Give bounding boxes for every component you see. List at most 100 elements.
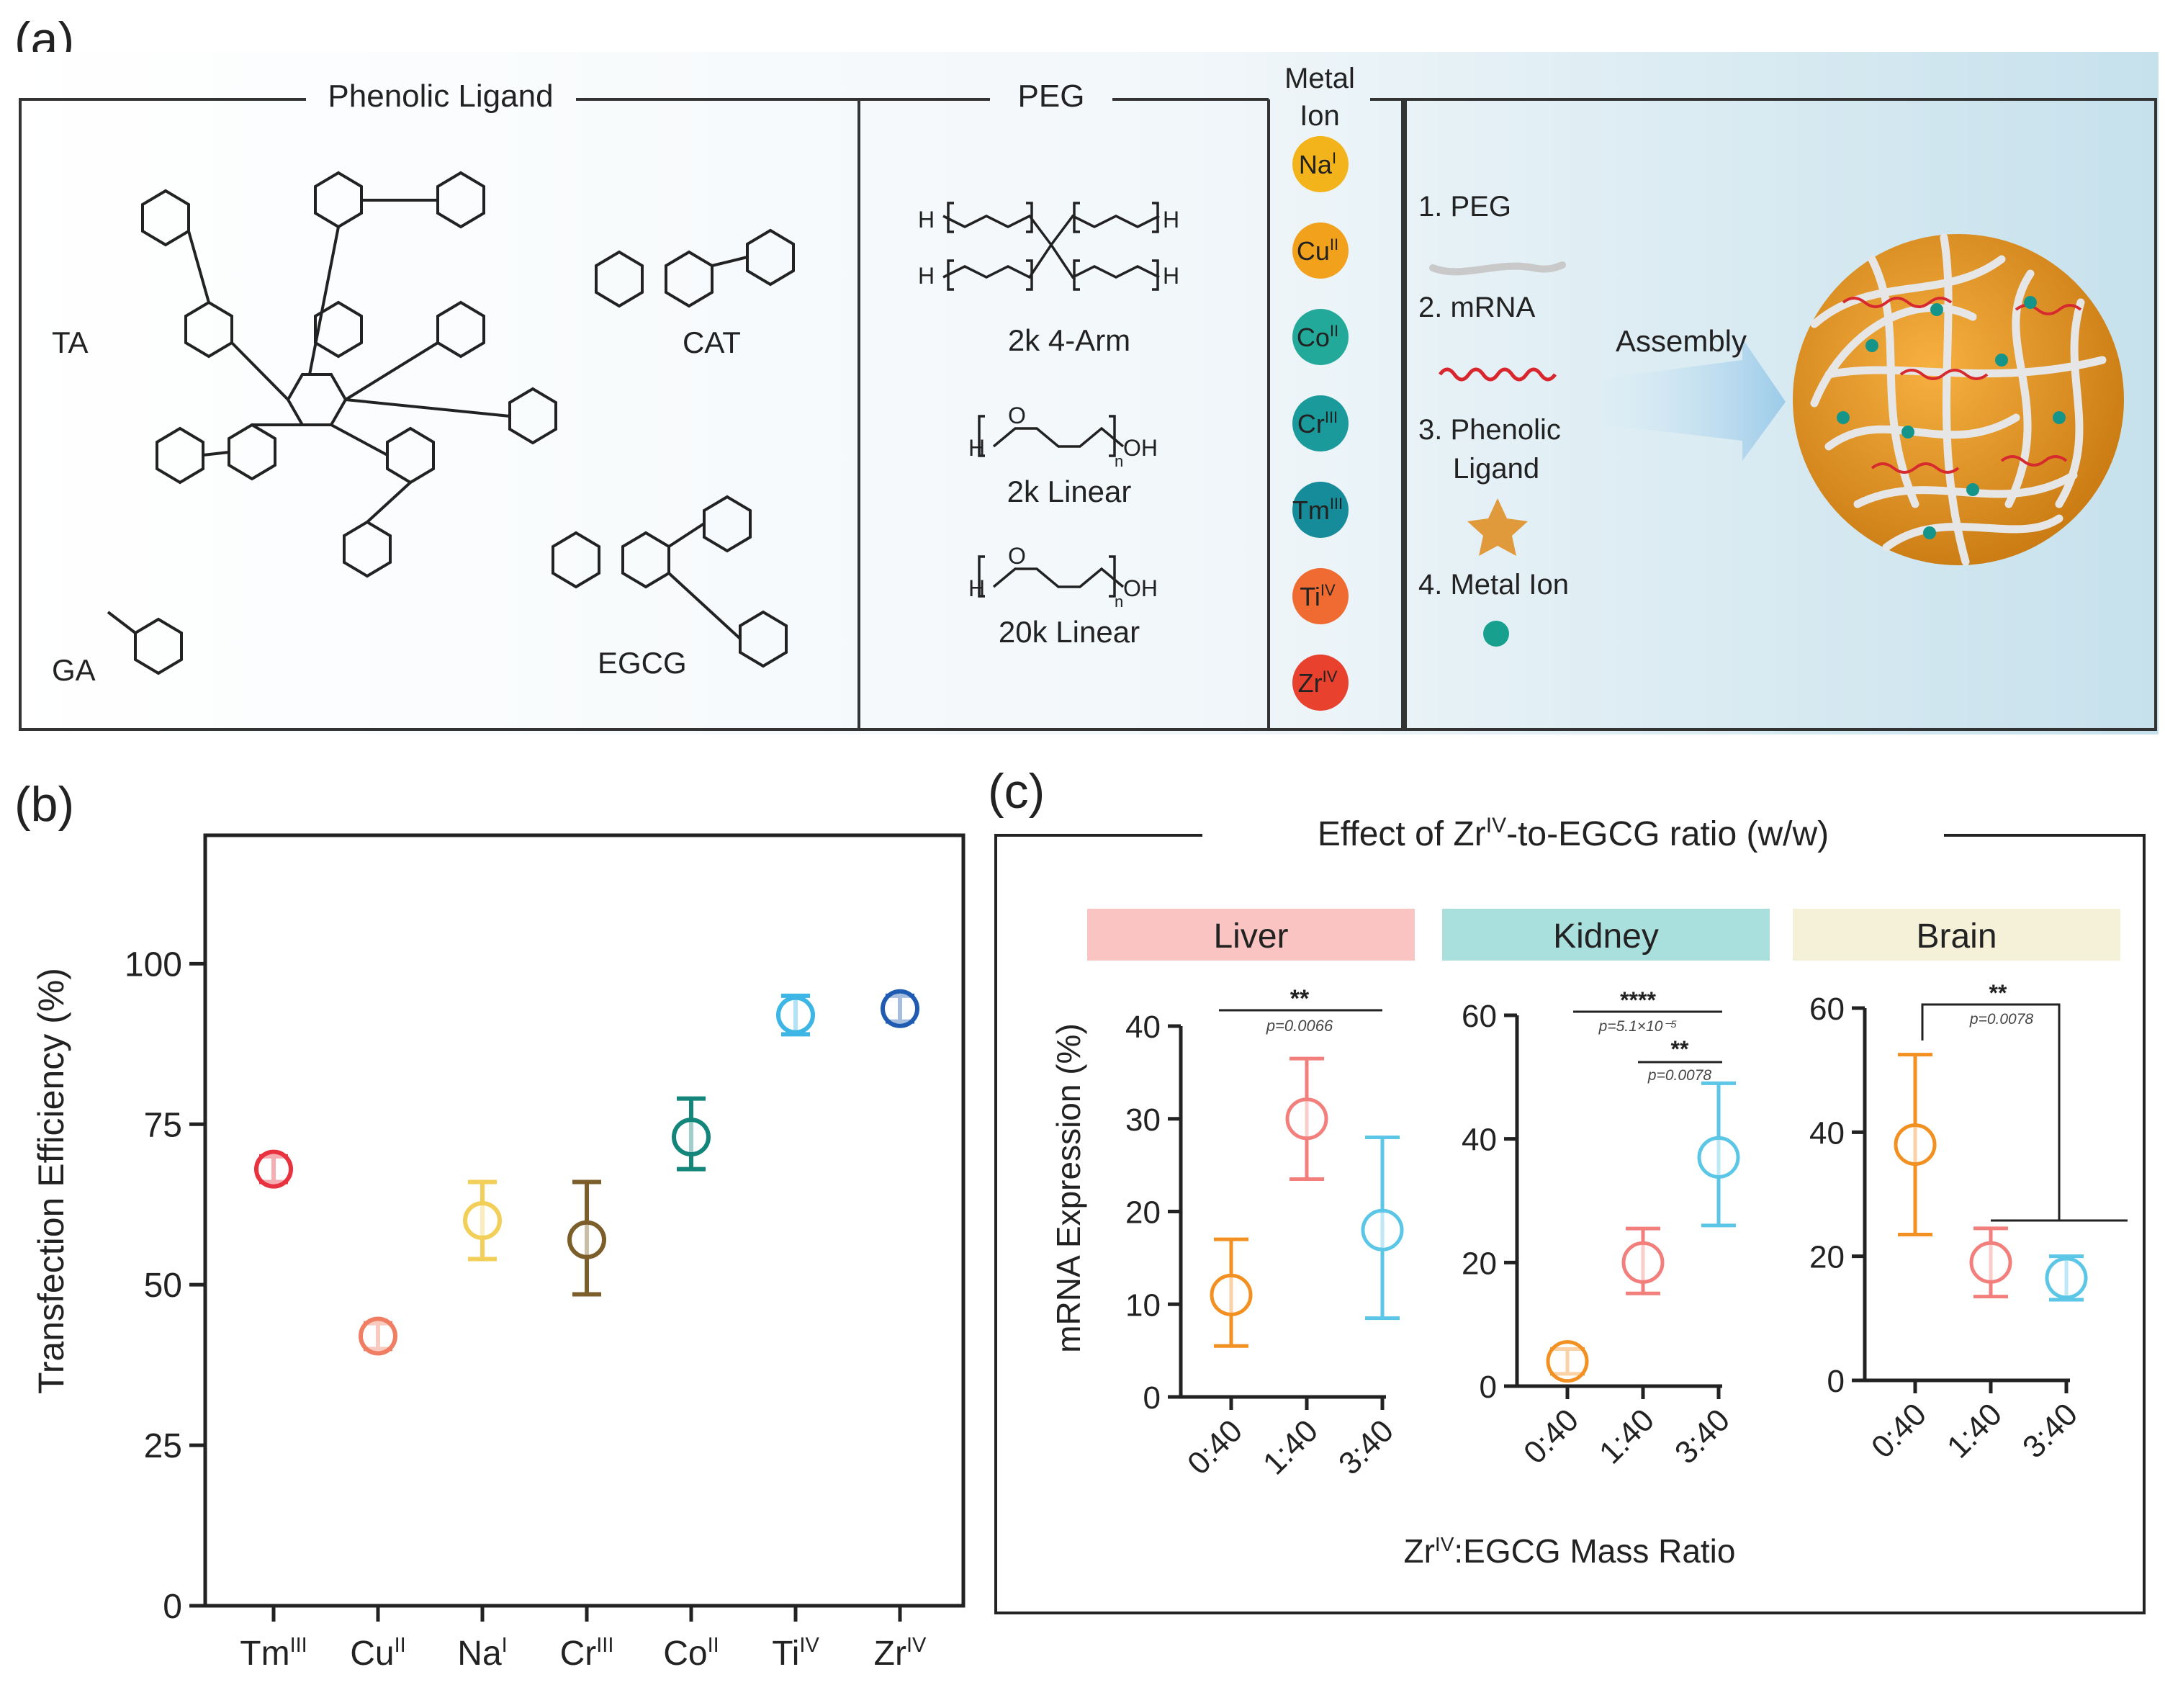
h-label: H [968, 575, 985, 601]
chart-c-ylabel: mRNA Expression (%) [1050, 1023, 1087, 1353]
chart-c-xlabel-pre: Zr [1404, 1532, 1435, 1570]
metal-ion-na-label: NaI [1299, 149, 1336, 179]
peg-chain [1824, 413, 2020, 451]
metal-ion-cu-label-ox: II [1330, 235, 1338, 253]
y-tick-label: 40 [1125, 1010, 1161, 1045]
metal-ion-co-label-ox: II [1330, 322, 1338, 340]
h-label: H [1163, 207, 1179, 233]
ring [156, 426, 204, 485]
chart-b: Transfection Efficiency (%) 0 25 50 75 100 Tm… [31, 833, 966, 1673]
peg-20k-linear: 20k Linear [999, 615, 1140, 649]
bond [107, 611, 137, 634]
chart-c: Effect of ZrIV-to-EGCG ratio (w/w) mRNA … [994, 814, 2146, 1614]
peg-chain [1810, 303, 1977, 408]
y-tick-label: 60 [1462, 999, 1497, 1034]
x-tick-label: 1:40 [1593, 1402, 1661, 1470]
facet-brain-point-0-marker [1894, 1123, 1937, 1167]
x-tick-label: 0:40 [1865, 1396, 1933, 1465]
metal-ion-cu-icon [1292, 223, 1349, 279]
point-na-marker [463, 1201, 502, 1240]
x-tick-label-ti: TiIV [772, 1634, 819, 1673]
metal-ion-na-icon [1292, 136, 1349, 192]
bond [202, 451, 230, 457]
ring [228, 423, 276, 481]
facet-brain: Brain 0 20 40 60 0:40 1:40 3:40 ** p=0.0078 [1793, 909, 2128, 1465]
star-icon [1467, 498, 1528, 556]
n-label: n [1115, 452, 1123, 470]
bond [711, 256, 748, 267]
x-tick-label-cr: CrIII [560, 1634, 614, 1673]
significance-stars: **** [1620, 987, 1656, 1013]
assembly-label: Assembly [1616, 324, 1747, 358]
peg-chain [2055, 298, 2085, 508]
ring [141, 189, 190, 247]
significance-stars: ** [1290, 985, 1310, 1012]
panel-a: Phenolic Ligand PEG Metal Ion [0, 52, 2159, 734]
peg-formula-labels: H H H H H OH H OH O O n n [918, 207, 1179, 611]
ring [552, 531, 600, 589]
h-label: H [1163, 263, 1179, 289]
facet-liver-point-0-marker [1210, 1273, 1253, 1316]
peg-chain [1940, 233, 1970, 566]
ring [343, 520, 392, 578]
y-tick-label: 60 [1809, 992, 1845, 1027]
oh-label: OH [1123, 435, 1158, 461]
x-tick-label: 3:40 [1332, 1413, 1400, 1481]
metal-ion-zr-label-symbol: Zr [1298, 668, 1323, 698]
ligand-ta: TA [52, 325, 89, 359]
metal-ion-cu-label-symbol: Cu [1297, 236, 1330, 266]
x-tick-label-zr-ox: IV [906, 1634, 927, 1657]
chart-c-xlabel: ZrIV:EGCG Mass Ratio [1404, 1532, 1736, 1570]
significance-p: p=5.1×10⁻⁵ [1598, 1018, 1678, 1035]
ligand-ga: GA [52, 653, 96, 687]
o-label: O [1008, 403, 1026, 428]
bond [187, 230, 210, 303]
bracket [978, 555, 1116, 598]
x-tick-label: 3:40 [1668, 1402, 1737, 1470]
y-tick-label: 0 [1480, 1370, 1497, 1405]
facet-brain-point-1-marker [1969, 1241, 2012, 1284]
bracket [947, 202, 1033, 233]
significance-p: p=0.0078 [1969, 1011, 2033, 1028]
ligand-egcg: EGCG [598, 646, 687, 680]
metal-ion-zr-label-ox: IV [1323, 668, 1338, 686]
x-tick-label-zr-symbol: Zr [874, 1635, 906, 1673]
component-ligand: Ligand [1453, 453, 1539, 485]
peg-chain [1882, 514, 2063, 552]
title-metal: Metal [1284, 63, 1355, 94]
y-tick-label: 20 [1809, 1240, 1845, 1275]
facet-liver-header [1087, 909, 1415, 961]
chart-c-title-pre: Effect of Zr [1318, 815, 1486, 853]
mrna-chain [1899, 369, 1989, 380]
x-tick-label-co: CoII [663, 1634, 719, 1673]
nanoparticle-core [1793, 234, 2124, 565]
metal-dot [2024, 296, 2037, 309]
x-tick-label-na: NaI [457, 1634, 507, 1673]
y-tick-label: 0 [1143, 1380, 1161, 1416]
chart-b-ylabel: Transfection Efficiency (%) [31, 968, 71, 1394]
metal-ion-cr-icon [1292, 395, 1349, 451]
x-tick-label: 1:40 [1256, 1413, 1325, 1481]
title-ion: Ion [1300, 100, 1340, 132]
point-zr-marker [881, 989, 919, 1028]
n-label: n [1115, 593, 1123, 611]
peg-chain [1853, 471, 2078, 508]
significance-p: p=0.0078 [1647, 1067, 1711, 1084]
facet-kidney-point-2-marker [1697, 1136, 1740, 1179]
chart-c-xlabel-post: :EGCG Mass Ratio [1454, 1532, 1735, 1570]
y-tick-label: 10 [1125, 1287, 1161, 1323]
x-tick-label-cr-symbol: Cr [560, 1635, 597, 1673]
bond [667, 522, 706, 548]
significance-bracket [1921, 1003, 2061, 1221]
facet-kidney-header [1442, 909, 1770, 961]
point-cu-marker [359, 1316, 397, 1356]
point-cr-marker [567, 1220, 606, 1259]
metal-ion-co-label-symbol: Co [1297, 323, 1330, 352]
facet-liver-point-1-marker [1285, 1097, 1328, 1141]
metal-dot [1923, 526, 1936, 539]
significance-stars: ** [1989, 980, 2007, 1006]
chart-c-title: Effect of ZrIV-to-EGCG ratio (w/w) [1318, 814, 1829, 853]
x-tick-label-co-symbol: Co [663, 1635, 707, 1673]
metal-ion-na-label-symbol: Na [1299, 150, 1333, 179]
bracket [1073, 259, 1159, 291]
